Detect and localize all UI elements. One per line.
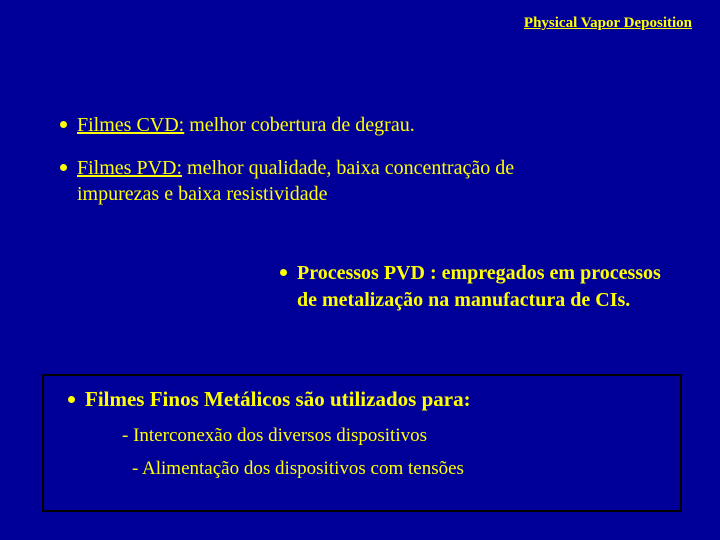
bullet-filmes-cvd: Filmes CVD: melhor cobertura de degrau. [60, 112, 620, 138]
header-title: Physical Vapor Deposition [524, 15, 692, 31]
box-subitem: - Alimentação dos dispositivos com tensõ… [132, 457, 666, 482]
bullet-label: Filmes CVD: [77, 114, 184, 136]
bullet-filmes-pvd: Filmes PVD: melhor qualidade, baixa conc… [60, 155, 540, 208]
box-heading-row: Filmes Finos Metálicos são utilizados pa… [68, 386, 666, 412]
bullet-icon [68, 396, 75, 403]
bullet-label: Filmes PVD: [77, 157, 182, 179]
bullet-text: Processos PVD : empregados em processos … [297, 260, 672, 314]
bullet-icon [60, 164, 67, 171]
box-subitem: - Interconexão dos diversos dispositivos [122, 424, 666, 449]
bullet-text: Filmes PVD: melhor qualidade, baixa conc… [77, 155, 540, 208]
bullet-icon [280, 269, 287, 276]
bullet-text: Filmes CVD: melhor cobertura de degrau. [77, 112, 415, 138]
bullet-icon [60, 121, 67, 128]
bullet-rest: melhor cobertura de degrau. [184, 114, 414, 136]
slide-header: Physical Vapor Deposition [524, 14, 692, 32]
usage-box: Filmes Finos Metálicos são utilizados pa… [42, 374, 682, 512]
box-sublist: - Interconexão dos diversos dispositivos… [122, 424, 666, 481]
bullet-processos-pvd: Processos PVD : empregados em processos … [280, 260, 672, 314]
box-heading: Filmes Finos Metálicos são utilizados pa… [85, 386, 471, 412]
